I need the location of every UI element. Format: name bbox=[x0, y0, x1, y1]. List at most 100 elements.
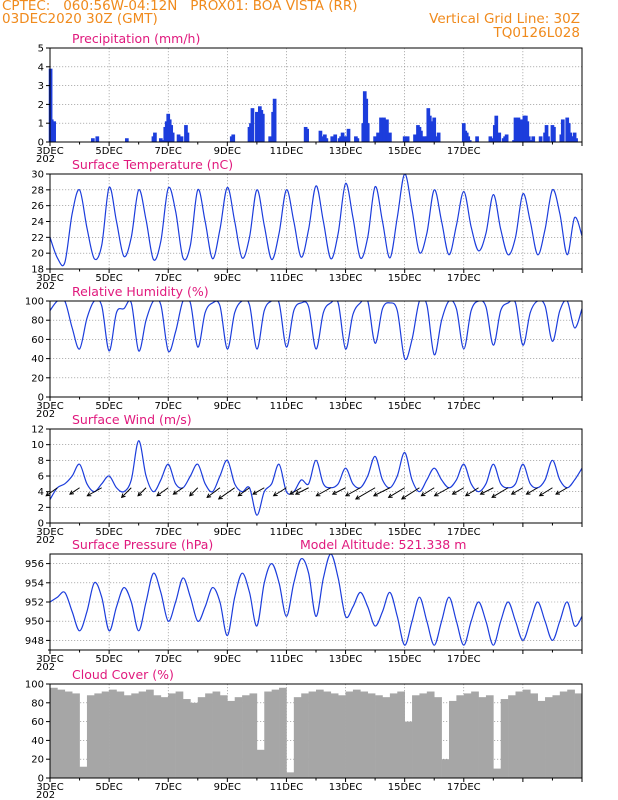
cloud-cover-bar bbox=[242, 695, 250, 778]
header-line3-right: TQ0126L028 bbox=[493, 25, 580, 41]
x-tick-label: 15DEC bbox=[388, 654, 422, 665]
relative-humidity-line bbox=[50, 301, 582, 361]
cloud-cover-bar bbox=[279, 687, 287, 778]
wind-vector bbox=[252, 487, 265, 495]
x-tick-label: 5DEC bbox=[95, 782, 122, 793]
surface-temperature-line bbox=[50, 174, 582, 267]
wind-vector bbox=[526, 487, 538, 495]
x-tick-label: 15DEC bbox=[388, 401, 422, 412]
x-tick-label: 11DEC bbox=[270, 401, 304, 412]
wind-vector bbox=[355, 487, 376, 500]
cloud-cover-bar bbox=[249, 693, 258, 778]
x-tick-label: 7DEC bbox=[155, 273, 182, 284]
x-tick-label: 17DEC bbox=[447, 401, 481, 412]
precipitation-bar bbox=[330, 136, 335, 142]
precipitation-bar bbox=[466, 136, 471, 142]
y-tick-label: 60 bbox=[31, 335, 44, 346]
wind-vector-head bbox=[156, 491, 162, 497]
precipitation-bar bbox=[475, 136, 479, 142]
cloud-cover-bar bbox=[552, 695, 561, 778]
precipitation-bar bbox=[552, 126, 556, 142]
x-tick-label: 17DEC bbox=[447, 273, 481, 284]
y-tick-label: 80 bbox=[31, 316, 44, 327]
cloud-cover-bar bbox=[138, 691, 147, 778]
x-year-label: 202 bbox=[36, 535, 55, 546]
wind-vector bbox=[539, 487, 553, 497]
wind-vector bbox=[555, 487, 568, 495]
precipitation-bar bbox=[432, 117, 437, 142]
cloud-cover-bar bbox=[219, 695, 228, 778]
wind-vector bbox=[121, 487, 132, 498]
cloud-cover-bar bbox=[545, 697, 553, 778]
y-tick-label: 20 bbox=[31, 373, 44, 384]
cloud-cover-bar bbox=[404, 721, 413, 778]
precipitation-bar bbox=[91, 138, 95, 142]
x-year-label: 202 bbox=[36, 154, 55, 165]
x-tick-label: 3DEC bbox=[36, 782, 63, 793]
wind-vector-head bbox=[289, 490, 295, 495]
wind-vector bbox=[289, 487, 302, 495]
cloud-cover-bar bbox=[160, 697, 169, 778]
wind-vector bbox=[189, 487, 199, 497]
y-tick-label: 30 bbox=[31, 170, 44, 181]
precipitation-bar bbox=[305, 128, 309, 142]
x-tick-label: 7DEC bbox=[155, 527, 182, 538]
precipitation-bar bbox=[342, 136, 346, 142]
precipitation-bar bbox=[488, 136, 493, 142]
precipitation-bar bbox=[405, 136, 410, 142]
y-tick-label: 5 bbox=[38, 44, 44, 55]
cloud-cover-bar bbox=[478, 697, 487, 778]
precipitation-bar bbox=[504, 134, 509, 142]
cloud-cover-bar bbox=[426, 691, 435, 778]
precipitation-bar bbox=[388, 132, 392, 142]
precipitation-bar bbox=[526, 136, 531, 142]
cloud-cover-bar bbox=[485, 695, 494, 778]
precipitation-bar bbox=[153, 132, 157, 142]
precipitation-bar bbox=[323, 134, 327, 142]
wind-vector-head bbox=[555, 490, 561, 495]
wind-vector bbox=[511, 487, 524, 495]
y-tick-label: 3 bbox=[38, 81, 44, 92]
cloud-cover-bar bbox=[293, 697, 302, 778]
wind-vector bbox=[156, 487, 169, 497]
surface-pressure-line bbox=[50, 554, 582, 646]
precipitation-bar bbox=[272, 98, 277, 142]
wind-vector bbox=[173, 487, 184, 495]
x-tick-label: 17DEC bbox=[447, 654, 481, 665]
x-tick-label: 9DEC bbox=[214, 401, 241, 412]
precipitation-bar bbox=[95, 136, 100, 142]
y-tick-label: 80 bbox=[31, 698, 44, 709]
x-year-label: 202 bbox=[36, 409, 55, 420]
precipitation-bar bbox=[574, 138, 578, 142]
precipitation-bar bbox=[379, 117, 383, 142]
y-tick-label: 0 bbox=[38, 138, 44, 149]
cloud-cover-bar bbox=[493, 768, 502, 778]
cloud-cover-bar bbox=[168, 693, 176, 778]
precipitation-bar bbox=[365, 123, 370, 142]
x-tick-label: 11DEC bbox=[270, 527, 304, 538]
cloud-cover-bar bbox=[190, 702, 199, 778]
cloud-cover-bar bbox=[308, 691, 317, 778]
wind-vector-head bbox=[479, 490, 485, 495]
cloud-cover-bar bbox=[57, 689, 66, 778]
surface-temperature-title: Surface Temperature (nC) bbox=[72, 157, 233, 172]
wind-vector-head bbox=[172, 490, 178, 495]
header-line2-left: 03DEC2020 30Z (GMT) bbox=[2, 11, 158, 27]
y-tick-label: 22 bbox=[31, 233, 44, 244]
cloud-cover-bar bbox=[375, 695, 383, 778]
wind-vector-head bbox=[372, 492, 378, 497]
y-tick-label: 948 bbox=[25, 636, 44, 647]
cloud-cover-bar bbox=[301, 693, 309, 778]
wind-vector-head bbox=[86, 492, 92, 497]
surface-wind-line bbox=[50, 440, 582, 516]
cloud-cover-bar bbox=[116, 691, 125, 778]
x-tick-label: 13DEC bbox=[329, 401, 363, 412]
precipitation-bar bbox=[268, 136, 273, 142]
precipitation-title: Precipitation (mm/h) bbox=[72, 31, 200, 46]
precipitation-bar bbox=[544, 125, 549, 142]
precipitation-bar bbox=[346, 128, 351, 142]
cloud-cover-bar bbox=[86, 695, 95, 778]
x-tick-label: 17DEC bbox=[447, 782, 481, 793]
wind-vector bbox=[45, 487, 58, 497]
